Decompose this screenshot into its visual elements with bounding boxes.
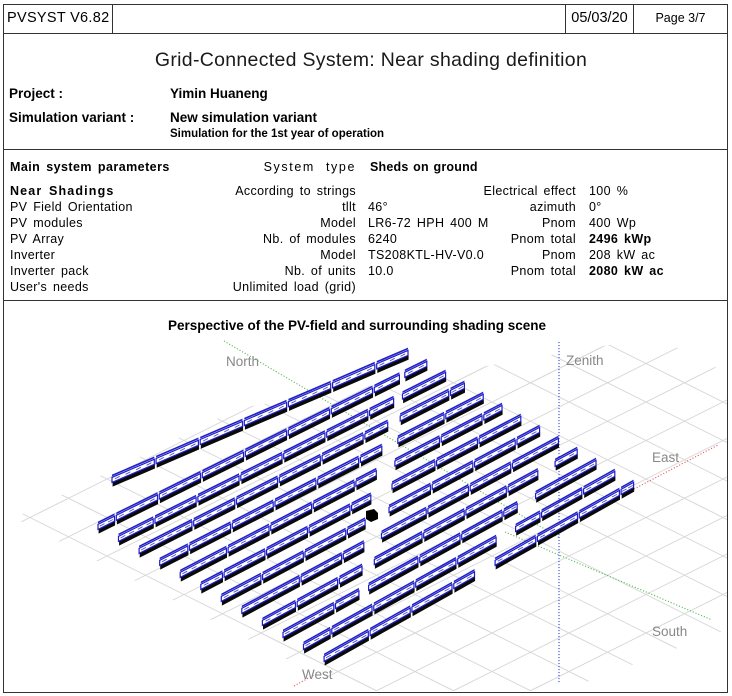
svg-text:North: North bbox=[226, 354, 259, 369]
svg-text:Zenith: Zenith bbox=[566, 353, 604, 368]
svg-text:East: East bbox=[652, 450, 679, 465]
svg-text:West: West bbox=[302, 667, 333, 682]
svg-text:South: South bbox=[652, 624, 687, 639]
